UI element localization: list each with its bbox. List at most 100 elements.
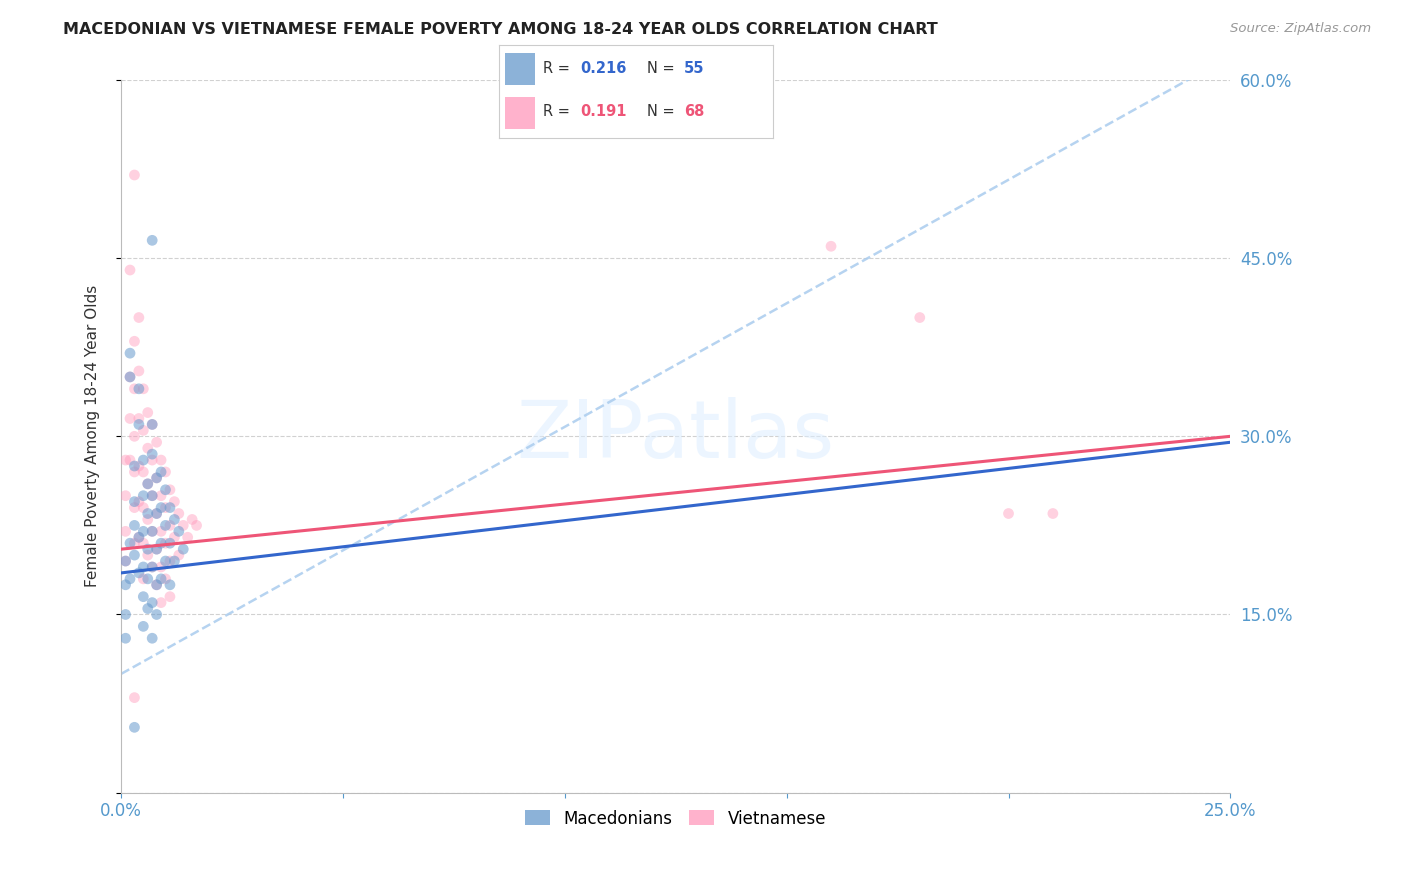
Point (136, 542, 159, 557)
Point (136, 406, 159, 420)
Point (163, 512, 186, 526)
Point (128, 417, 150, 432)
Point (159, 554, 181, 568)
Point (145, 471, 167, 485)
Point (159, 536, 181, 550)
Point (118, 536, 141, 550)
Point (118, 411, 141, 425)
Legend: Macedonians, Vietnamese: Macedonians, Vietnamese (519, 803, 832, 834)
Point (132, 453, 155, 467)
Point (141, 417, 163, 432)
Point (132, 619, 155, 633)
Point (136, 601, 159, 615)
Point (132, 524, 155, 539)
Point (128, 530, 150, 544)
Point (124, 548, 146, 562)
Point (145, 578, 167, 592)
Point (155, 465, 177, 479)
Point (145, 507, 167, 521)
Point (132, 465, 155, 479)
Point (124, 334, 146, 349)
Point (141, 632, 163, 646)
Point (118, 370, 141, 384)
Point (167, 548, 190, 562)
Point (150, 465, 173, 479)
Point (908, 310, 931, 325)
Point (132, 489, 155, 503)
Text: R =: R = (543, 61, 575, 76)
Point (997, 507, 1019, 521)
Point (155, 500, 177, 515)
Point (155, 572, 177, 586)
Point (114, 607, 136, 622)
Point (118, 346, 141, 360)
Point (159, 590, 181, 604)
Point (124, 168, 146, 182)
Point (155, 536, 177, 550)
Point (128, 382, 150, 396)
Y-axis label: Female Poverty Among 18-24 Year Olds: Female Poverty Among 18-24 Year Olds (86, 285, 100, 588)
Text: 55: 55 (685, 61, 704, 76)
Point (124, 518, 146, 533)
Point (150, 572, 173, 586)
Point (145, 507, 167, 521)
Point (124, 458, 146, 473)
Point (141, 447, 163, 461)
Point (128, 566, 150, 580)
Point (124, 494, 146, 508)
Point (150, 489, 173, 503)
Point (155, 518, 177, 533)
Text: N =: N = (647, 104, 679, 119)
Point (145, 578, 167, 592)
Point (141, 233, 163, 247)
Point (118, 263, 141, 277)
Point (141, 560, 163, 574)
Point (145, 607, 167, 622)
Point (128, 494, 150, 508)
Point (136, 512, 159, 526)
Text: 0.216: 0.216 (581, 61, 627, 76)
FancyBboxPatch shape (505, 53, 534, 85)
Point (163, 530, 186, 544)
Point (163, 494, 186, 508)
Text: 68: 68 (685, 104, 704, 119)
Point (132, 382, 155, 396)
Point (114, 554, 136, 568)
Point (176, 530, 198, 544)
Point (141, 524, 163, 539)
Point (141, 417, 163, 432)
Point (128, 364, 150, 378)
Point (136, 441, 159, 455)
Point (128, 458, 150, 473)
Point (150, 596, 173, 610)
Point (141, 489, 163, 503)
Point (132, 572, 155, 586)
Point (136, 572, 159, 586)
Point (136, 476, 159, 491)
Point (186, 518, 208, 533)
Text: ZIPatlas: ZIPatlas (516, 397, 835, 475)
Point (132, 500, 155, 515)
Point (820, 239, 842, 253)
Point (141, 489, 163, 503)
Point (159, 483, 181, 497)
Point (132, 536, 155, 550)
Point (136, 548, 159, 562)
Point (167, 524, 190, 539)
Point (150, 524, 173, 539)
Point (114, 578, 136, 592)
Point (124, 465, 146, 479)
Point (159, 578, 181, 592)
Point (150, 536, 173, 550)
Point (114, 632, 136, 646)
Point (136, 507, 159, 521)
Point (124, 429, 146, 443)
Point (145, 471, 167, 485)
Point (114, 453, 136, 467)
Point (150, 500, 173, 515)
Point (167, 507, 190, 521)
Point (163, 554, 186, 568)
Point (136, 476, 159, 491)
Point (118, 453, 141, 467)
Point (150, 560, 173, 574)
